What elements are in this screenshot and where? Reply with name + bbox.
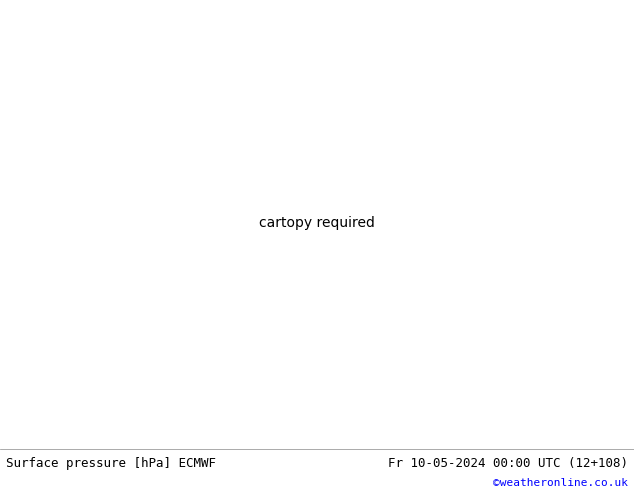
Text: ©weatheronline.co.uk: ©weatheronline.co.uk [493,478,628,489]
Text: cartopy required: cartopy required [259,216,375,230]
Text: Surface pressure [hPa] ECMWF: Surface pressure [hPa] ECMWF [6,457,216,470]
Text: Fr 10-05-2024 00:00 UTC (12+108): Fr 10-05-2024 00:00 UTC (12+108) [387,457,628,470]
